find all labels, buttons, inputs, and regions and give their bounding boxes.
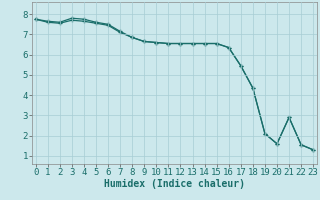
X-axis label: Humidex (Indice chaleur): Humidex (Indice chaleur) <box>104 179 245 189</box>
